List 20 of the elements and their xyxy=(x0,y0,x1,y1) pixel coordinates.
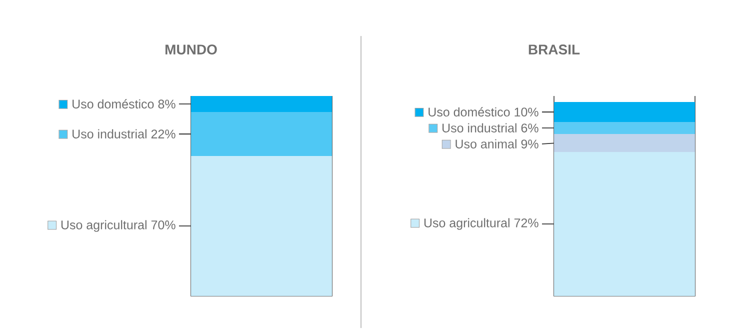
chart-title: MUNDO xyxy=(166,44,217,54)
data-label: 72% xyxy=(514,218,538,228)
data-label: 8% xyxy=(158,100,176,109)
data-label: 70% xyxy=(151,220,176,230)
bar xyxy=(554,122,695,134)
legend-label: Uso industrial xyxy=(442,123,516,132)
legend-label: Uso agricultural xyxy=(61,220,146,232)
data-label: 9% xyxy=(521,140,538,148)
legend-label: Uso animal xyxy=(456,139,516,148)
legend-label: Uso doméstico xyxy=(428,107,510,117)
data-label: 6% xyxy=(521,124,538,132)
legend-label: Uso industrial xyxy=(72,129,146,138)
data-label: 10% xyxy=(514,108,538,117)
bar xyxy=(554,152,695,296)
legend-label: Uso doméstico xyxy=(72,99,154,109)
chart-title: BRASIL xyxy=(528,44,580,54)
bar xyxy=(554,134,695,152)
bar xyxy=(554,102,695,122)
data-label: 22% xyxy=(151,130,176,138)
legend-label: Uso agricultural xyxy=(424,218,510,230)
